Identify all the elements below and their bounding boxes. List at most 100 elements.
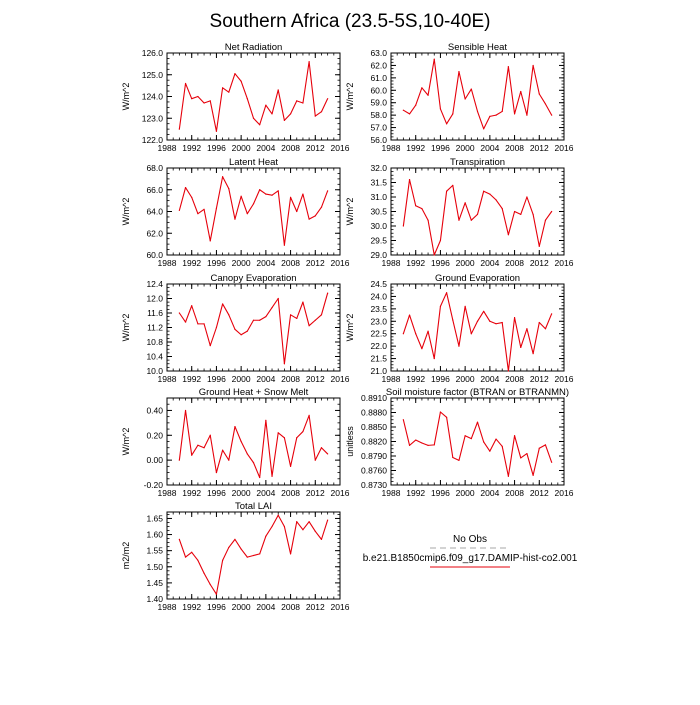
x-tick-label: 2004 bbox=[256, 488, 275, 498]
data-point bbox=[489, 193, 491, 195]
panel-total-lai: Total LAI m2/m2 1988 1992 1996 2000 2004 2008 20… bbox=[121, 501, 350, 612]
data-point bbox=[476, 421, 479, 423]
data-point bbox=[259, 553, 261, 555]
data-point bbox=[209, 240, 211, 242]
y-tick-label: 12.0 bbox=[146, 294, 163, 304]
x-tick-label: 1996 bbox=[207, 143, 226, 153]
x-tick-label: 2008 bbox=[505, 374, 524, 384]
legend-label-model: b.e21.B1850cmip6.f09_g17.DAMIP-hist-co2.… bbox=[363, 553, 578, 564]
y-tick-label: 0.8910 bbox=[361, 393, 387, 403]
data-point bbox=[415, 333, 417, 335]
data-point bbox=[296, 521, 298, 523]
x-tick-label: 2016 bbox=[331, 488, 350, 498]
x-tick-label: 1988 bbox=[382, 143, 401, 153]
data-point bbox=[327, 519, 329, 521]
data-point bbox=[252, 319, 255, 321]
data-point bbox=[427, 330, 429, 332]
data-point bbox=[302, 529, 304, 531]
data-point bbox=[489, 450, 491, 452]
y-tick-label: 24.0 bbox=[370, 291, 387, 301]
series-line bbox=[178, 514, 329, 595]
data-point bbox=[520, 457, 522, 459]
x-tick-label: 2012 bbox=[530, 258, 549, 268]
data-point bbox=[302, 193, 304, 195]
data-point bbox=[215, 593, 218, 595]
data-point bbox=[501, 208, 503, 210]
y-tick-label: 0.8880 bbox=[361, 408, 387, 418]
y-tick-label: 0.8820 bbox=[361, 437, 387, 447]
x-tick-label: 2000 bbox=[456, 488, 475, 498]
y-tick-label: 124.0 bbox=[142, 92, 164, 102]
y-tick-label: 1.40 bbox=[146, 594, 163, 604]
x-tick-label: 1988 bbox=[158, 374, 177, 384]
x-tick-label: 2000 bbox=[232, 258, 251, 268]
data-point bbox=[308, 61, 310, 63]
data-point bbox=[402, 109, 404, 111]
data-point bbox=[507, 234, 509, 236]
y-tick-label: 10.0 bbox=[146, 366, 163, 376]
data-point bbox=[283, 119, 285, 122]
y-tick-label: 21.5 bbox=[370, 354, 387, 364]
data-point bbox=[507, 370, 509, 372]
data-point bbox=[464, 305, 466, 307]
panel-latent-heat: Latent Heat W/m^2 1988 1992 1996 2000 2004 2008… bbox=[121, 157, 350, 268]
x-tick-label: 1988 bbox=[158, 602, 177, 612]
x-tick-label: 2008 bbox=[281, 143, 300, 153]
data-point bbox=[427, 219, 429, 221]
data-point bbox=[314, 215, 316, 217]
panel-net-radiation: Net Radiation W/m^2 1988 1992 1996 2000 2004 20… bbox=[121, 42, 350, 153]
data-point bbox=[538, 245, 540, 247]
data-point bbox=[178, 128, 180, 130]
panel-title: Transpiration bbox=[450, 157, 505, 168]
data-point bbox=[320, 447, 323, 449]
data-point bbox=[246, 330, 248, 332]
data-point bbox=[308, 218, 310, 220]
data-point bbox=[289, 314, 292, 316]
data-point bbox=[178, 209, 180, 212]
x-tick-label: 1996 bbox=[431, 258, 450, 268]
data-point bbox=[271, 194, 273, 196]
data-point bbox=[551, 210, 553, 213]
data-point bbox=[495, 114, 497, 116]
data-point bbox=[446, 190, 448, 192]
x-tick-label: 2016 bbox=[555, 374, 574, 384]
data-point bbox=[265, 316, 267, 318]
data-point bbox=[501, 110, 503, 113]
data-point bbox=[184, 321, 187, 323]
data-point bbox=[408, 444, 411, 446]
panel-title: Net Radiation bbox=[225, 42, 283, 53]
data-point bbox=[289, 196, 292, 198]
data-point bbox=[296, 210, 298, 213]
data-point bbox=[240, 80, 242, 82]
y-tick-label: 57.0 bbox=[370, 123, 387, 133]
y-tick-label: 29.0 bbox=[370, 250, 387, 260]
y-tick-label: 31.5 bbox=[370, 178, 387, 188]
data-point bbox=[240, 440, 242, 443]
y-tick-label: 0.00 bbox=[146, 455, 163, 465]
data-point bbox=[544, 328, 547, 330]
data-point bbox=[483, 190, 485, 192]
x-tick-label: 2000 bbox=[232, 602, 251, 612]
data-point bbox=[415, 439, 417, 441]
y-axis-label: unitless bbox=[345, 426, 355, 457]
data-point bbox=[215, 471, 218, 474]
data-point bbox=[439, 305, 442, 307]
data-point bbox=[265, 193, 267, 195]
data-point bbox=[464, 98, 466, 100]
data-point bbox=[314, 319, 316, 321]
data-point bbox=[495, 438, 497, 440]
data-point bbox=[402, 225, 404, 227]
x-tick-label: 1996 bbox=[431, 488, 450, 498]
data-point bbox=[507, 66, 509, 68]
data-point bbox=[408, 113, 411, 115]
data-point bbox=[476, 110, 479, 113]
data-point bbox=[526, 114, 528, 116]
x-tick-label: 2000 bbox=[456, 143, 475, 153]
data-point bbox=[526, 452, 528, 455]
data-point bbox=[222, 303, 224, 305]
data-point bbox=[489, 115, 491, 117]
data-point bbox=[259, 319, 261, 321]
data-point bbox=[283, 525, 285, 528]
x-tick-label: 2008 bbox=[505, 488, 524, 498]
data-point bbox=[265, 419, 267, 421]
